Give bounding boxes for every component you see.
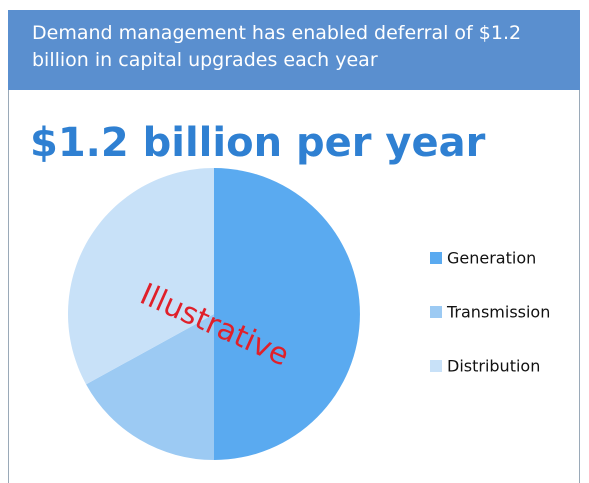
frame — [8, 90, 580, 483]
chart-title: $1.2 billion per year — [30, 120, 486, 166]
legend-swatch — [430, 252, 442, 264]
legend-swatch — [430, 306, 442, 318]
legend-label: Distribution — [447, 357, 540, 376]
legend-label: Transmission — [446, 303, 550, 322]
legend-label: Generation — [447, 249, 536, 268]
pie-slice — [214, 168, 360, 460]
legend-swatch — [430, 360, 442, 372]
pie-slice — [86, 314, 214, 460]
pie-slice — [68, 168, 215, 385]
header: Demand management has enabled deferral o… — [8, 10, 580, 90]
